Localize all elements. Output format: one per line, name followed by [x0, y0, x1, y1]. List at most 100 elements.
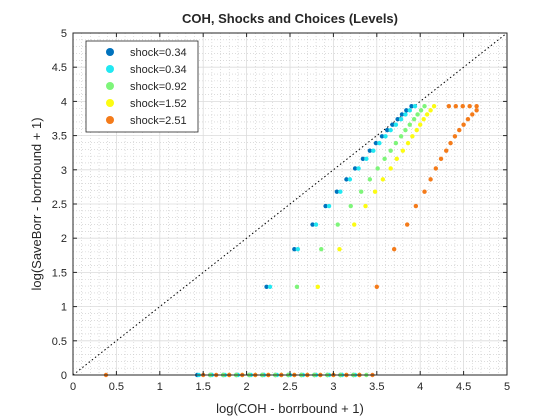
- data-point: [315, 284, 320, 289]
- data-point: [474, 103, 479, 109]
- data-point: [411, 116, 417, 122]
- data-point: [347, 177, 353, 182]
- data-point: [399, 112, 405, 117]
- data-point: [404, 222, 410, 227]
- legend-box: [85, 40, 199, 133]
- data-point: [367, 148, 373, 153]
- data-point: [433, 166, 439, 171]
- data-point: [313, 222, 319, 227]
- y-tick-label: 2.5: [52, 199, 67, 211]
- data-point: [364, 156, 369, 162]
- data-point: [444, 148, 449, 153]
- data-point: [388, 148, 393, 153]
- legend-marker: [106, 82, 114, 90]
- data-point: [379, 134, 385, 139]
- data-point: [448, 140, 453, 146]
- x-tick-label: 5: [504, 381, 510, 393]
- data-point: [358, 189, 364, 194]
- legend-label: shock=1.52: [130, 98, 187, 110]
- data-point: [391, 246, 397, 252]
- data-point: [348, 203, 353, 209]
- data-point: [414, 127, 419, 133]
- data-point: [375, 166, 380, 171]
- data-point: [422, 189, 427, 194]
- y-tick-label: 1: [61, 302, 67, 314]
- data-point: [467, 103, 472, 109]
- x-tick-label: 2: [244, 381, 250, 393]
- data-point: [394, 156, 399, 162]
- data-point: [267, 284, 273, 289]
- data-point: [294, 284, 300, 289]
- y-tick-label: 4.5: [52, 62, 67, 74]
- y-tick-label: 0: [61, 370, 67, 382]
- data-point: [388, 166, 393, 171]
- legend-marker: [106, 65, 114, 73]
- data-point: [337, 246, 342, 252]
- y-tick-label: 2: [61, 233, 67, 245]
- data-point: [377, 140, 382, 146]
- data-point: [418, 108, 424, 113]
- y-tick-label: 0.5: [52, 336, 67, 348]
- data-point: [403, 112, 408, 117]
- data-point: [356, 166, 361, 171]
- data-point: [428, 108, 433, 113]
- data-point: [457, 127, 462, 133]
- data-point: [412, 103, 418, 109]
- data-point: [415, 112, 420, 117]
- data-point: [292, 246, 297, 252]
- legend-label: shock=2.51: [130, 115, 187, 127]
- x-tick-label: 1: [157, 381, 163, 393]
- data-point: [404, 108, 409, 113]
- data-point: [446, 103, 452, 109]
- data-point: [424, 112, 430, 117]
- y-tick-label: 3.5: [52, 131, 67, 143]
- x-tick-label: 3: [330, 381, 336, 393]
- data-point: [407, 108, 412, 113]
- data-point: [352, 166, 358, 171]
- chart-title: COH, Shocks and Choices (Levels): [182, 11, 398, 26]
- data-point: [470, 112, 475, 117]
- data-point: [360, 156, 366, 162]
- data-point: [393, 122, 399, 127]
- legend-marker: [106, 116, 114, 124]
- data-point: [418, 122, 423, 127]
- data-point: [405, 140, 411, 146]
- data-point: [372, 189, 378, 194]
- data-point: [352, 222, 357, 227]
- data-point: [398, 134, 404, 139]
- data-point: [264, 284, 269, 289]
- y-axis: 0 0.5 1 1.5 2 2.5 3 3.5 4 4.5 5: [52, 28, 507, 382]
- data-point: [385, 127, 390, 133]
- data-point: [453, 103, 458, 109]
- data-point: [431, 103, 437, 109]
- data-point: [373, 140, 379, 146]
- data-point: [410, 134, 415, 139]
- data-point: [383, 134, 388, 139]
- x-tick-label: 4.5: [456, 381, 471, 393]
- data-point: [413, 203, 419, 209]
- data-point: [460, 103, 465, 109]
- y-tick-label: 4: [61, 96, 67, 108]
- data-point: [323, 203, 328, 209]
- x-tick-label: 3.5: [369, 381, 384, 393]
- data-point: [409, 103, 414, 109]
- data-point: [380, 177, 386, 182]
- data-point: [295, 246, 301, 252]
- data-point: [335, 222, 340, 227]
- data-point: [388, 127, 393, 133]
- data-point: [407, 122, 412, 127]
- data-point: [319, 246, 324, 252]
- x-tick-label: 2.5: [282, 381, 297, 393]
- data-point: [382, 156, 387, 162]
- data-point: [326, 203, 332, 209]
- legend-label: shock=0.34: [130, 47, 187, 59]
- y-tick-label: 1.5: [52, 267, 67, 279]
- legend-label: shock=0.92: [130, 81, 187, 93]
- x-tick-label: 4: [417, 381, 423, 393]
- x-tick-label: 0: [70, 381, 76, 393]
- data-point: [465, 116, 471, 122]
- data-point: [363, 203, 368, 209]
- data-points: [103, 103, 479, 378]
- data-point: [421, 116, 426, 122]
